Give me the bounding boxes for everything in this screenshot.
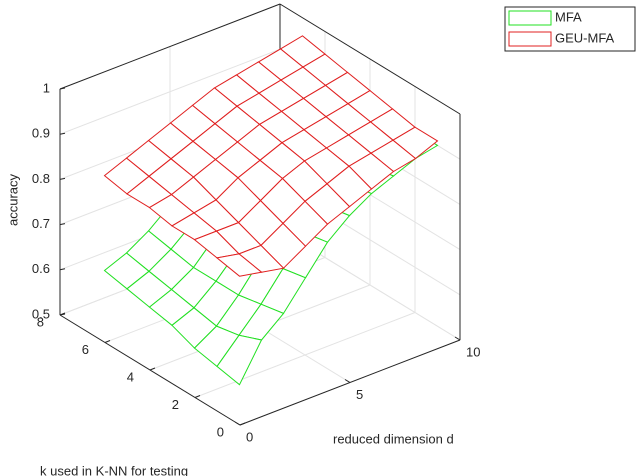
z-tick-label: 0.6 — [32, 261, 50, 276]
legend-label: MFA — [555, 9, 582, 24]
legend-swatch — [508, 10, 552, 26]
z-tick-label: 1 — [43, 80, 50, 95]
y-tick — [194, 395, 201, 398]
y-tick — [239, 422, 246, 426]
y-tick-label: 0 — [217, 424, 224, 439]
legend-label: GEU-MFA — [555, 30, 615, 45]
z-tick-label: 0.5 — [32, 306, 50, 321]
axis-line — [279, 3, 461, 115]
x-tick-label: 0 — [246, 429, 253, 444]
y-axis-label: k used in K-NN for testing — [40, 463, 188, 476]
y-tick-label: 8 — [37, 314, 44, 329]
z-tick — [59, 87, 66, 90]
surface-cell — [215, 253, 263, 277]
surface-cell — [216, 334, 263, 386]
x-axis-label: reduced dimension d — [333, 431, 454, 446]
legend: MFA GEU-MFA — [504, 6, 636, 52]
z-tick — [59, 132, 66, 135]
y-tick — [149, 367, 156, 371]
y-tick — [59, 312, 66, 316]
z-tick-label: 0.8 — [32, 171, 50, 186]
z-tick-label: 0.7 — [32, 216, 50, 231]
y-tick — [104, 340, 111, 343]
x-tick-label: 5 — [356, 387, 363, 402]
z-tick — [59, 268, 66, 271]
y-tick-label: 4 — [127, 369, 134, 384]
x-tick — [344, 379, 351, 383]
x-tick — [234, 421, 241, 426]
legend-swatch — [508, 31, 552, 47]
surfaces — [103, 35, 439, 386]
y-tick-label: 2 — [172, 397, 179, 412]
grid-line — [194, 86, 416, 398]
axis-line — [59, 3, 281, 90]
z-tick — [59, 177, 66, 180]
z-tick-label: 0.9 — [32, 126, 50, 141]
z-axis-label: accuracy — [5, 173, 20, 226]
y-tick-label: 6 — [82, 342, 89, 357]
x-tick — [454, 336, 461, 341]
z-tick — [59, 223, 66, 226]
x-tick-label: 10 — [466, 344, 480, 359]
